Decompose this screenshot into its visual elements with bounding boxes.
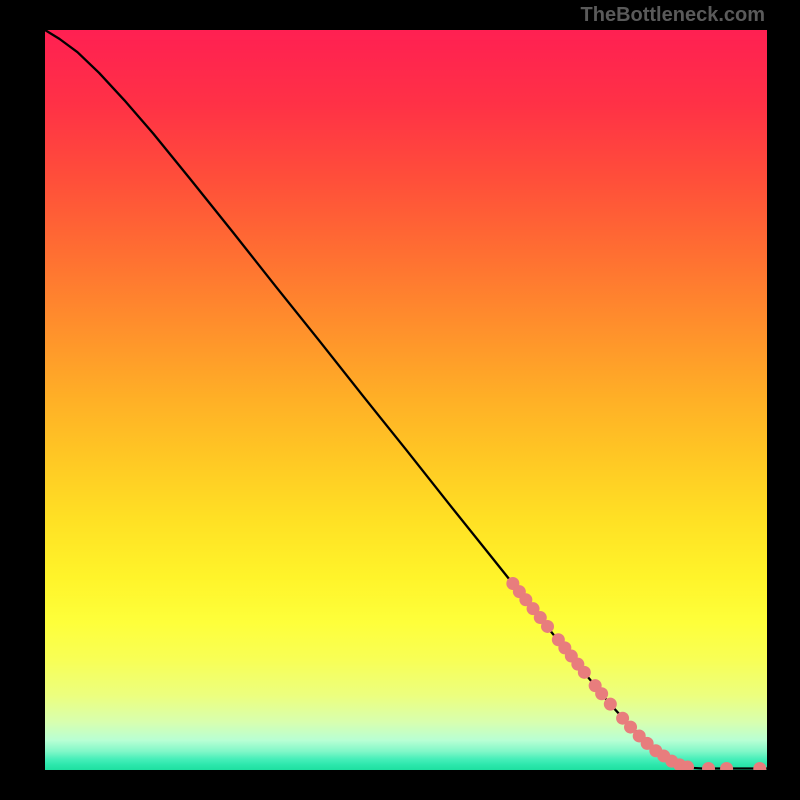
plot-area [45,30,767,770]
chart-container: TheBottleneck.com [0,0,800,800]
gradient-background [45,30,767,770]
watermark-text: TheBottleneck.com [581,4,765,27]
